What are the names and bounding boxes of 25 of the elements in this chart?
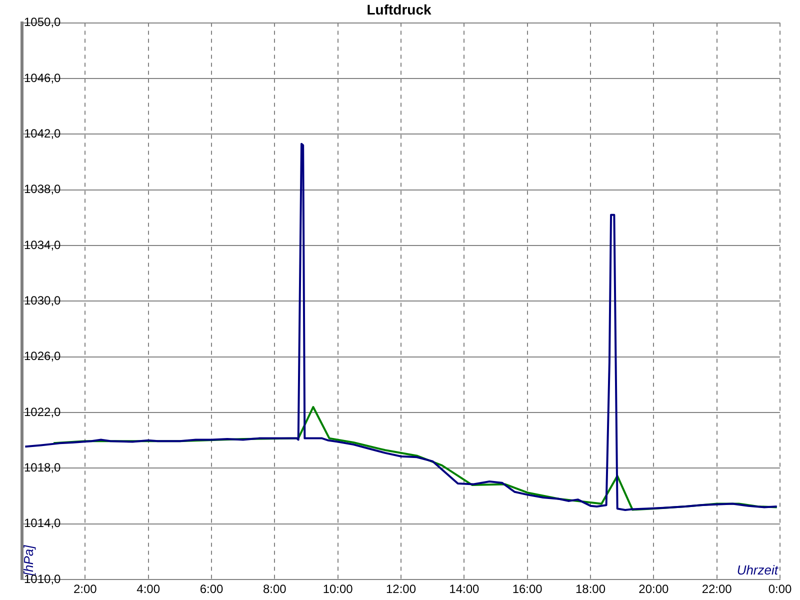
x-tick-label: 20:00	[638, 582, 670, 596]
y-tick-label: 1030,0	[24, 294, 62, 308]
y-tick-label: 1034,0	[24, 238, 62, 252]
x-tick-label: 22:00	[702, 582, 732, 596]
y-tick-label: 1014,0	[24, 516, 62, 530]
x-tick-label: 6:00	[200, 582, 224, 596]
x-tick-label: 2:00	[73, 582, 98, 596]
x-tick-label: 10:00	[322, 582, 354, 596]
y-tick-label: 1046,0	[24, 70, 62, 85]
y-tick-label: 1026,0	[24, 349, 62, 364]
x-tick-label: 12:00	[386, 582, 416, 596]
y-tick-label: 1022,0	[24, 404, 62, 419]
y-tick-label: 1042,0	[24, 126, 62, 140]
y-tick-label: 1018,0	[24, 460, 62, 475]
x-tick-label: 4:00	[136, 582, 160, 596]
x-tick-label: 14:00	[449, 582, 480, 596]
y-tick-label: 1050,0	[24, 15, 62, 30]
y-tick-label: 1038,0	[24, 182, 62, 196]
x-tick-label: 16:00	[512, 582, 543, 596]
x-tick-label: 8:00	[262, 582, 287, 596]
y-axis-title: [hPa]	[21, 544, 36, 577]
chart-title: Luftdruck	[366, 1, 432, 18]
x-axis-title: Uhrzeit	[736, 562, 780, 578]
x-tick-label: 0:00	[768, 582, 792, 596]
x-tick-label: 18:00	[575, 582, 606, 596]
